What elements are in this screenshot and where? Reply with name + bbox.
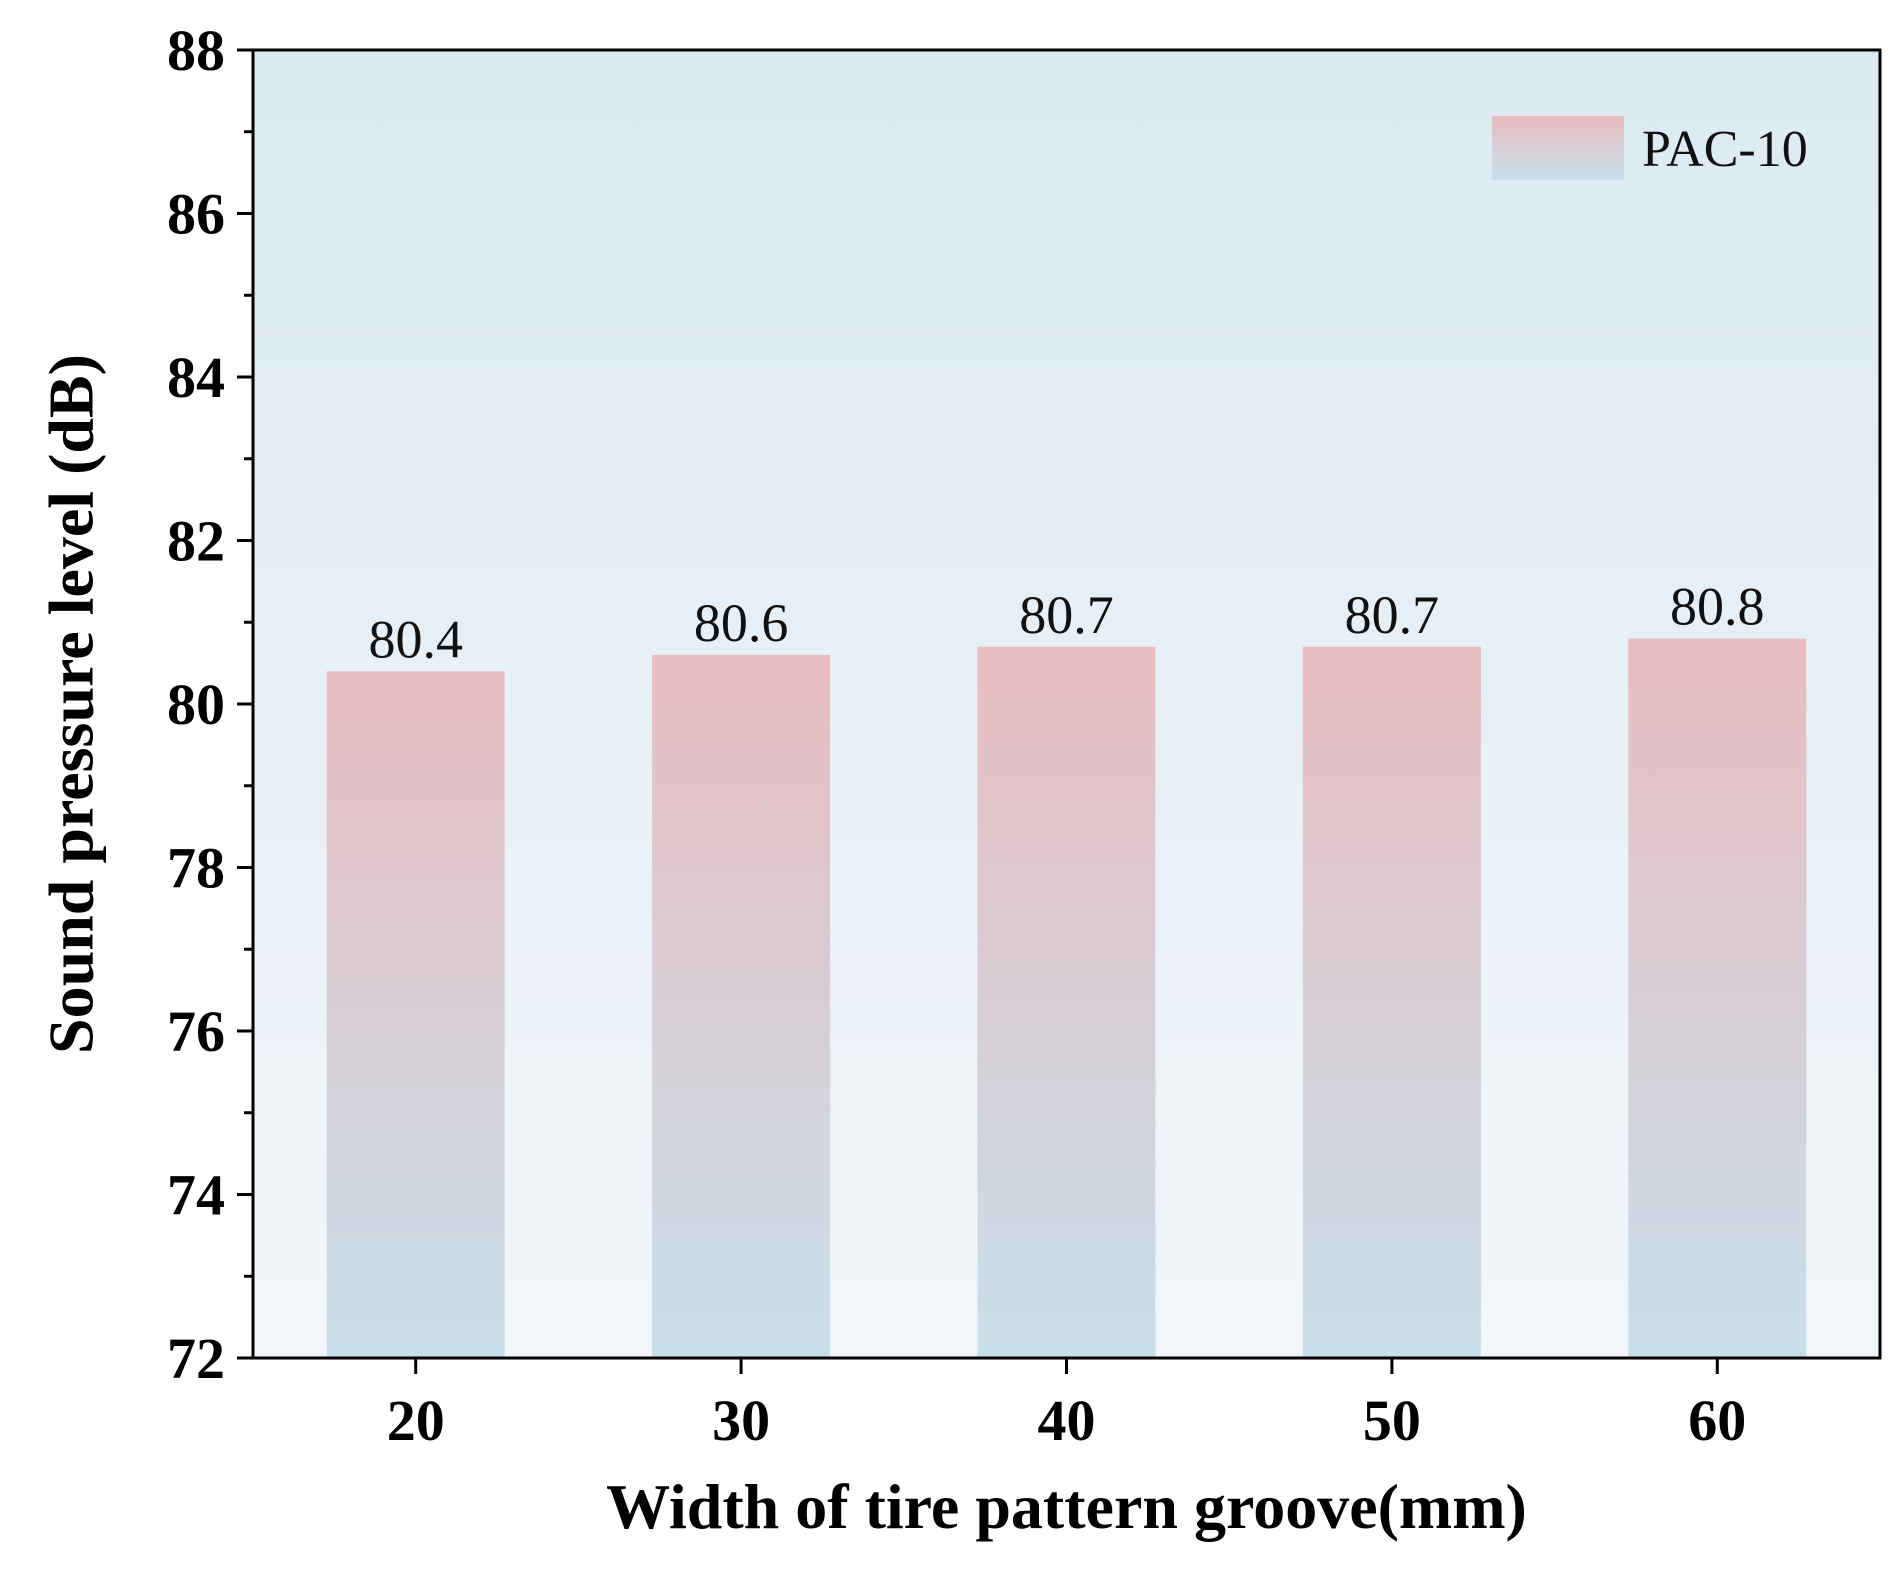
y-tick-label-74: 74: [167, 1163, 225, 1228]
data-label-20: 80.4: [368, 609, 463, 669]
bar-20: [326, 671, 505, 1358]
x-axis-title: Width of tire pattern groove(mm): [606, 1471, 1527, 1542]
data-label-60: 80.8: [1670, 577, 1765, 637]
y-tick-label-76: 76: [167, 999, 225, 1064]
data-labels: 80.4 80.6 80.7 80.7 80.8: [368, 577, 1764, 670]
data-label-30: 80.6: [694, 593, 789, 653]
legend-swatch-pac-10: [1492, 116, 1624, 180]
y-tick-label-80: 80: [167, 672, 225, 737]
x-tick-label-60: 60: [1688, 1388, 1746, 1453]
y-axis-title: Sound pressure level (dB): [36, 354, 107, 1054]
x-tick-label-20: 20: [387, 1388, 445, 1453]
y-tick-label-72: 72: [167, 1326, 225, 1391]
y-tick-label-78: 78: [167, 836, 225, 901]
x-tick-label-40: 40: [1038, 1388, 1096, 1453]
bar-50: [1302, 646, 1481, 1358]
legend-label-pac-10: PAC-10: [1642, 121, 1808, 178]
bar-40: [977, 646, 1156, 1358]
y-tick-label-86: 86: [167, 182, 225, 247]
x-tick-label-50: 50: [1363, 1388, 1421, 1453]
bar-60: [1628, 638, 1807, 1358]
axes: 72 74 76 78 80 82 84 86 88 20 30 40 50 60: [167, 18, 1882, 1453]
y-tick-label-82: 82: [167, 509, 225, 574]
bars: [326, 638, 1807, 1358]
y-tick-label-84: 84: [167, 345, 225, 410]
x-tick-label-30: 30: [712, 1388, 770, 1453]
y-tick-label-88: 88: [167, 18, 225, 83]
data-label-40: 80.7: [1019, 585, 1114, 645]
data-label-50: 80.7: [1345, 585, 1440, 645]
legend: PAC-10: [1492, 116, 1808, 180]
bar-30: [652, 654, 831, 1358]
